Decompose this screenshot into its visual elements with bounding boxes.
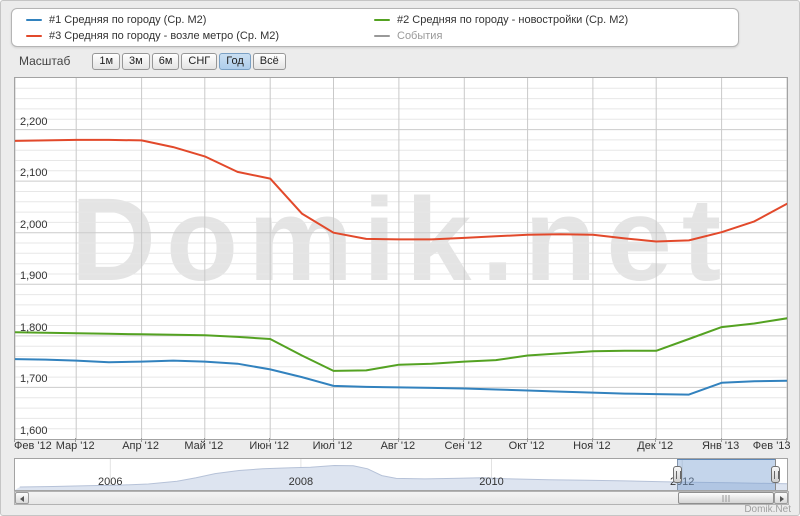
x-tick <box>203 438 205 442</box>
legend: #1 Средняя по городу (Ср. М2) #3 Средняя… <box>11 8 739 47</box>
navigator: 2006 2008 2010 2012 <box>14 458 788 491</box>
series-line-2[interactable] <box>15 317 787 372</box>
x-tick <box>140 438 142 442</box>
legend-item-events[interactable]: События <box>374 28 738 44</box>
legend-item-series-2[interactable]: #2 Средняя по городу - новостройки (Ср. … <box>374 12 738 28</box>
x-tick <box>332 438 334 442</box>
x-tick-label: Июн '12 <box>249 440 289 452</box>
series-line-3[interactable] <box>15 138 787 243</box>
credit-label: Domik.Net <box>744 504 791 515</box>
legend-label: #2 Средняя по городу - новостройки (Ср. … <box>397 14 629 26</box>
navigator-canvas <box>15 459 787 490</box>
legend-label: #3 Средняя по городу - возле метро (Ср. … <box>49 30 280 42</box>
x-tick <box>655 438 657 442</box>
x-tick <box>269 438 271 442</box>
navigator-selection[interactable] <box>677 459 775 490</box>
zoom-button-ytd[interactable]: СНГ <box>181 52 218 70</box>
chart-canvas <box>15 78 787 439</box>
x-tick-label: Сен '12 <box>444 440 483 452</box>
x-tick <box>526 438 528 442</box>
x-tick-label: Фев '12 <box>14 440 52 452</box>
toolbar-label: Масштаб <box>19 54 71 68</box>
x-tick <box>397 438 399 442</box>
series-1-swatch <box>26 19 42 21</box>
x-tick-label: Май '12 <box>184 440 224 452</box>
x-tick-label: Фев '13 <box>752 440 791 452</box>
x-tick-label: Апр '12 <box>122 440 159 452</box>
y-tick-label: 1,900 <box>20 270 48 283</box>
navigator-year-label: 2008 <box>288 476 314 488</box>
legend-item-series-1[interactable]: #1 Средняя по городу (Ср. М2) <box>26 12 374 28</box>
scrollbar-left-arrow-icon[interactable] <box>15 492 29 504</box>
navigator-year-label: 2010 <box>479 476 504 488</box>
x-tick-label: Июл '12 <box>312 440 353 452</box>
x-tick-label: Мар '12 <box>55 440 95 452</box>
series-line-1[interactable] <box>15 358 787 396</box>
zoom-button-1m[interactable]: 1м <box>92 52 121 70</box>
y-tick-label: 2,000 <box>20 218 48 231</box>
x-tick-label: Дек '12 <box>637 440 674 452</box>
navigator-handle-right[interactable] <box>771 466 780 483</box>
navigator-year-label: 2006 <box>98 476 123 488</box>
zoom-button-year[interactable]: Год <box>219 52 251 70</box>
series-2-swatch <box>374 19 390 21</box>
x-tick <box>591 438 593 442</box>
zoom-toolbar: Масштаб 1м 3м 6м СНГ Год Всё <box>19 52 288 70</box>
zoom-button-6m[interactable]: 6м <box>151 52 180 70</box>
zoom-button-all[interactable]: Всё <box>252 52 286 70</box>
navigator-area <box>15 465 787 490</box>
x-tick <box>720 438 722 442</box>
y-tick-label: 1,700 <box>20 373 48 386</box>
legend-label: #1 Средняя по городу (Ср. М2) <box>49 14 207 26</box>
legend-item-series-3[interactable]: #3 Средняя по городу - возле метро (Ср. … <box>26 28 374 44</box>
y-tick-label: 1,600 <box>20 425 48 437</box>
scrollbar-right-arrow-icon[interactable] <box>774 492 788 504</box>
zoom-button-3m[interactable]: 3м <box>122 52 150 70</box>
x-tick-label: Янв '13 <box>701 440 740 452</box>
x-tick <box>786 438 787 442</box>
x-tick-label: Авг '12 <box>380 440 416 452</box>
x-tick-label: Окт '12 <box>508 440 545 452</box>
y-tick-label: 2,200 <box>20 115 48 128</box>
x-tick <box>75 438 77 442</box>
main-plot-area[interactable]: Domik.net <box>14 77 788 440</box>
scrollbar-thumb[interactable] <box>678 492 774 504</box>
events-swatch <box>374 35 390 37</box>
x-tick-label: Ноя '12 <box>573 440 611 452</box>
x-tick <box>14 438 15 442</box>
y-tick-label: 1,800 <box>20 321 48 334</box>
y-tick-label: 2,100 <box>20 167 48 180</box>
legend-label: События <box>397 30 443 42</box>
navigator-area-outline <box>19 464 787 488</box>
scrollbar[interactable] <box>14 491 789 505</box>
navigator-handle-left[interactable] <box>673 466 682 483</box>
x-axis: Фев '12 Мар '12 Апр '12 Май '12 Июн '12 Июл '… <box>14 438 791 454</box>
series-3-swatch <box>26 35 42 37</box>
x-tick <box>463 438 465 442</box>
